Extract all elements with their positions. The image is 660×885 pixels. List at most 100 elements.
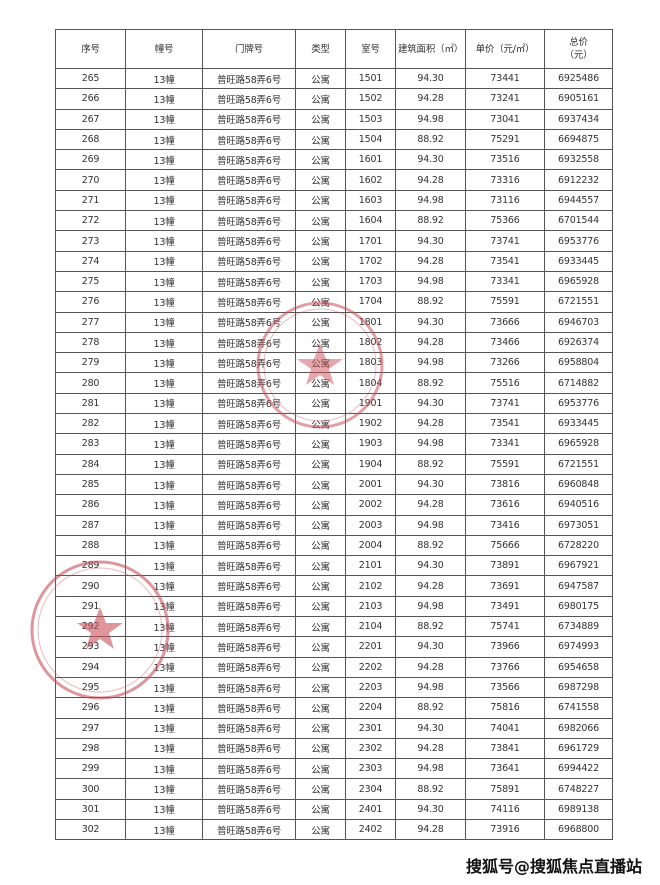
cell-area: 94.28 xyxy=(395,575,466,597)
cell-total-price: 6974993 xyxy=(544,636,613,658)
cell-type: 公寓 xyxy=(295,534,346,557)
cell-type: 公寓 xyxy=(295,250,346,272)
cell-building: 13幢 xyxy=(125,433,203,455)
cell-building: 13幢 xyxy=(125,494,203,516)
table-row: 275 13幢 普旺路58弄6号 公寓 1703 94.98 73341 6965928 xyxy=(55,270,613,293)
cell-total-price: 6728220 xyxy=(544,534,613,557)
cell-index: 282 xyxy=(55,413,126,435)
table-row: 272 13幢 普旺路58弄6号 公寓 1604 88.92 75366 6701544 xyxy=(55,210,613,232)
cell-index: 279 xyxy=(55,352,126,374)
cell-area: 94.30 xyxy=(395,473,466,496)
cell-total-price: 6714882 xyxy=(544,372,613,394)
cell-type: 公寓 xyxy=(295,270,346,293)
cell-address: 普旺路58弄6号 xyxy=(202,595,296,618)
cell-building: 13幢 xyxy=(125,534,203,557)
cell-unit-price: 73741 xyxy=(465,392,545,415)
cell-address: 普旺路58弄6号 xyxy=(202,128,296,151)
cell-index: 280 xyxy=(55,372,126,394)
cell-building: 13幢 xyxy=(125,575,203,597)
cell-area: 94.28 xyxy=(395,250,466,272)
table-header-row: 序号 幢号 门牌号 类型 室号 建筑面积（㎡） 单价（元/㎡） 总价 （元） xyxy=(55,29,613,69)
cell-address: 普旺路58弄6号 xyxy=(202,453,296,475)
cell-address: 普旺路58弄6号 xyxy=(202,818,296,841)
cell-unit-price: 73441 xyxy=(465,67,545,90)
cell-index: 276 xyxy=(55,291,126,313)
cell-total-price: 6960848 xyxy=(544,473,613,496)
cell-unit-price: 73541 xyxy=(465,413,545,435)
cell-total-price: 6953776 xyxy=(544,392,613,415)
cell-address: 普旺路58弄6号 xyxy=(202,372,296,394)
table-row: 284 13幢 普旺路58弄6号 公寓 1904 88.92 75591 6721551 xyxy=(55,453,613,475)
cell-address: 普旺路58弄6号 xyxy=(202,392,296,415)
cell-total-price: 6701544 xyxy=(544,210,613,232)
table-row: 296 13幢 普旺路58弄6号 公寓 2204 88.92 75816 6741558 xyxy=(55,697,613,719)
cell-type: 公寓 xyxy=(295,737,346,760)
cell-room: 2401 xyxy=(345,798,396,820)
cell-area: 94.30 xyxy=(395,636,466,658)
cell-area: 94.98 xyxy=(395,189,466,212)
cell-total-price: 6926374 xyxy=(544,331,613,354)
cell-room: 2002 xyxy=(345,494,396,516)
cell-room: 1504 xyxy=(345,128,396,151)
cell-type: 公寓 xyxy=(295,555,346,577)
header-col-total-price: 总价 （元） xyxy=(544,29,613,69)
cell-address: 普旺路58弄6号 xyxy=(202,737,296,760)
cell-total-price: 6940516 xyxy=(544,494,613,516)
cell-unit-price: 74041 xyxy=(465,717,545,739)
cell-building: 13幢 xyxy=(125,149,203,171)
cell-unit-price: 73766 xyxy=(465,656,545,678)
cell-area: 94.30 xyxy=(395,67,466,90)
cell-area: 94.28 xyxy=(395,494,466,516)
cell-unit-price: 73841 xyxy=(465,737,545,760)
table-row: 266 13幢 普旺路58弄6号 公寓 1502 94.28 73241 6905161 xyxy=(55,88,613,110)
cell-address: 普旺路58弄6号 xyxy=(202,656,296,678)
cell-room: 1501 xyxy=(345,67,396,90)
cell-room: 1602 xyxy=(345,169,396,191)
cell-room: 1801 xyxy=(345,311,396,333)
cell-unit-price: 73241 xyxy=(465,88,545,110)
cell-building: 13幢 xyxy=(125,270,203,293)
cell-room: 1601 xyxy=(345,149,396,171)
cell-building: 13幢 xyxy=(125,413,203,435)
cell-index: 296 xyxy=(55,697,126,719)
cell-room: 2101 xyxy=(345,555,396,577)
cell-type: 公寓 xyxy=(295,291,346,313)
cell-room: 1902 xyxy=(345,413,396,435)
cell-type: 公寓 xyxy=(295,676,346,699)
cell-room: 1904 xyxy=(345,453,396,475)
cell-index: 284 xyxy=(55,453,126,475)
cell-unit-price: 73641 xyxy=(465,758,545,780)
cell-area: 94.28 xyxy=(395,331,466,354)
cell-address: 普旺路58弄6号 xyxy=(202,67,296,90)
header-col-address: 门牌号 xyxy=(202,29,296,69)
cell-index: 290 xyxy=(55,575,126,597)
cell-area: 94.30 xyxy=(395,311,466,333)
cell-total-price: 6947587 xyxy=(544,575,613,597)
cell-address: 普旺路58弄6号 xyxy=(202,697,296,719)
cell-unit-price: 73316 xyxy=(465,169,545,191)
cell-room: 2104 xyxy=(345,616,396,638)
table-row: 278 13幢 普旺路58弄6号 公寓 1802 94.28 73466 6926374 xyxy=(55,331,613,354)
cell-area: 94.30 xyxy=(395,717,466,739)
cell-area: 88.92 xyxy=(395,616,466,638)
cell-address: 普旺路58弄6号 xyxy=(202,534,296,557)
cell-building: 13幢 xyxy=(125,636,203,658)
cell-unit-price: 73816 xyxy=(465,473,545,496)
cell-total-price: 6937434 xyxy=(544,108,613,130)
cell-room: 1903 xyxy=(345,433,396,455)
cell-area: 88.92 xyxy=(395,128,466,151)
cell-address: 普旺路58弄6号 xyxy=(202,331,296,354)
cell-type: 公寓 xyxy=(295,514,346,536)
cell-building: 13幢 xyxy=(125,128,203,151)
cell-type: 公寓 xyxy=(295,818,346,841)
cell-address: 普旺路58弄6号 xyxy=(202,311,296,333)
cell-total-price: 6958804 xyxy=(544,352,613,374)
cell-room: 1804 xyxy=(345,372,396,394)
cell-building: 13幢 xyxy=(125,250,203,272)
cell-address: 普旺路58弄6号 xyxy=(202,250,296,272)
cell-unit-price: 73966 xyxy=(465,636,545,658)
cell-total-price: 6946703 xyxy=(544,311,613,333)
cell-total-price: 6965928 xyxy=(544,433,613,455)
table-row: 273 13幢 普旺路58弄6号 公寓 1701 94.30 73741 6953776 xyxy=(55,230,613,252)
table-row: 298 13幢 普旺路58弄6号 公寓 2302 94.28 73841 6961729 xyxy=(55,737,613,760)
